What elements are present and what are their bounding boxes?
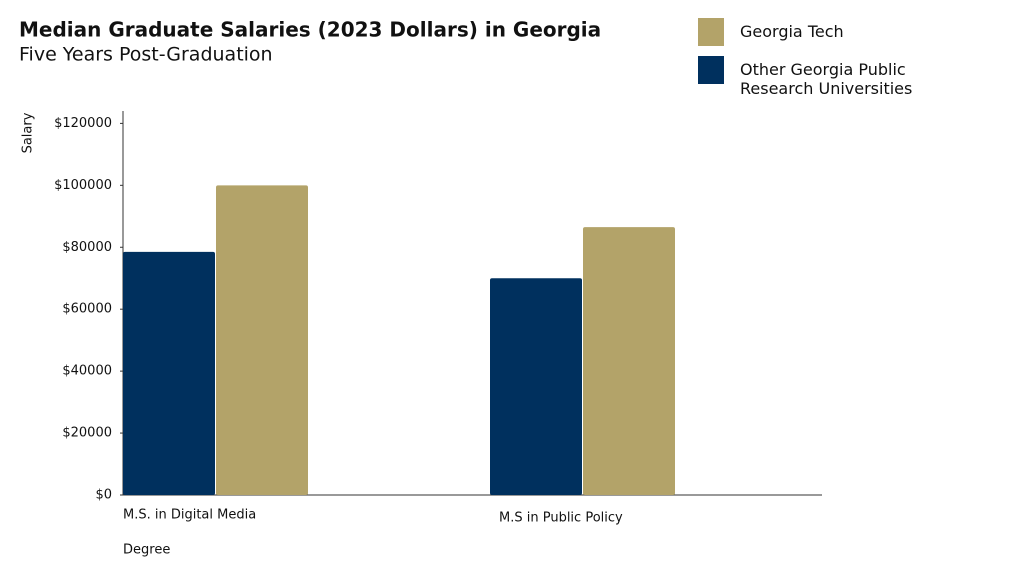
chart-title: Median Graduate Salaries (2023 Dollars) … xyxy=(19,18,601,42)
x-tick-label: M.S. in Digital Media xyxy=(123,508,256,523)
y-tick-label: $120000 xyxy=(54,116,112,131)
y-axis-label: Salary xyxy=(21,112,36,153)
x-tick-label: M.S in Public Policy xyxy=(499,511,623,526)
chart-subtitle: Five Years Post-Graduation xyxy=(19,44,273,66)
legend-label: Other Georgia Public Research Universiti… xyxy=(740,60,913,98)
legend-label: Georgia Tech xyxy=(740,22,844,41)
bar xyxy=(216,185,308,496)
y-tick-label: $80000 xyxy=(62,240,112,255)
bar xyxy=(490,278,582,495)
legend: Georgia Tech Other Georgia Public Researc… xyxy=(698,18,958,108)
legend-item: Georgia Tech xyxy=(698,18,958,46)
y-tick-label: $60000 xyxy=(62,302,112,317)
legend-swatch xyxy=(698,56,724,84)
y-tick-label: $0 xyxy=(95,488,112,503)
bar xyxy=(583,227,675,495)
x-axis-label: Degree xyxy=(123,543,170,558)
legend-swatch xyxy=(698,18,724,46)
bar xyxy=(123,251,215,495)
y-tick-label: $100000 xyxy=(54,178,112,193)
legend-item: Other Georgia Public Research Universiti… xyxy=(698,56,958,98)
y-tick-label: $40000 xyxy=(62,364,112,379)
y-tick-label: $20000 xyxy=(62,426,112,441)
